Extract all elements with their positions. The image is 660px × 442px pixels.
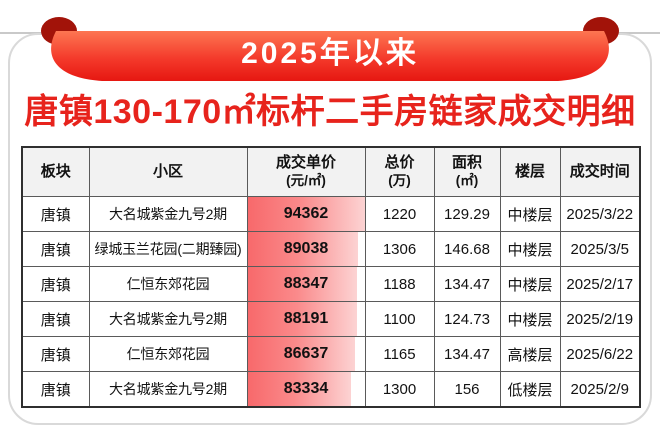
community-cell: 绿城玉兰花园(二期臻园) <box>88 231 248 267</box>
total-price-cell: 1306 <box>364 231 435 267</box>
unit-price-wrap: 89038 <box>247 232 365 266</box>
date-cell: 2025/2/9 <box>559 371 641 408</box>
block-cell: 唐镇 <box>21 266 90 302</box>
unit-price-value: 88347 <box>283 275 329 292</box>
transactions-table: 板块 小区 成交单价 (元/㎡) 总价 (万) 面积 (㎡) 楼层 成交时间 唐镇 大名… <box>21 146 641 408</box>
community-cell: 大名城紫金九号2期 <box>88 371 248 408</box>
header-floor: 楼层 <box>499 146 561 197</box>
ribbon-banner: 2025年以来 <box>40 10 620 88</box>
community-cell: 仁恒东郊花园 <box>88 336 248 372</box>
header-date-label: 成交时间 <box>569 162 630 180</box>
block-cell: 唐镇 <box>21 231 90 267</box>
block-cell: 唐镇 <box>21 336 90 372</box>
header-unit-price-unit: (元/㎡) <box>286 172 326 188</box>
area-cell: 134.47 <box>433 336 501 372</box>
unit-price-value: 86637 <box>283 345 329 362</box>
date-cell: 2025/2/17 <box>559 266 641 302</box>
area-cell: 156 <box>433 371 501 408</box>
ribbon-shape <box>41 17 619 81</box>
total-price-cell: 1188 <box>364 266 435 302</box>
table-container: 板块 小区 成交单价 (元/㎡) 总价 (万) 面积 (㎡) 楼层 成交时间 唐镇 大名… <box>21 146 641 408</box>
date-cell: 2025/3/5 <box>559 231 641 267</box>
price-data-bar <box>247 267 357 301</box>
area-cell: 146.68 <box>433 231 501 267</box>
price-data-bar <box>247 337 355 371</box>
unit-price-value: 94362 <box>283 205 329 222</box>
area-cell: 129.29 <box>433 196 501 232</box>
floor-cell: 中楼层 <box>499 266 561 302</box>
table-row: 唐镇 仁恒东郊花园 88347 1188 134.47 中楼层 2025/2/17 <box>21 266 641 302</box>
header-unit-price: 成交单价 (元/㎡) <box>246 146 366 197</box>
community-cell: 大名城紫金九号2期 <box>88 196 248 232</box>
community-cell: 仁恒东郊花园 <box>88 266 248 302</box>
total-price-cell: 1220 <box>364 196 435 232</box>
floor-cell: 中楼层 <box>499 231 561 267</box>
price-data-bar <box>247 372 351 406</box>
header-total-price-unit: (万) <box>388 172 411 188</box>
floor-cell: 中楼层 <box>499 301 561 337</box>
area-cell: 124.73 <box>433 301 501 337</box>
table-row: 唐镇 仁恒东郊花园 86637 1165 134.47 高楼层 2025/6/22 <box>21 336 641 372</box>
price-data-bar <box>247 302 357 336</box>
community-cell: 大名城紫金九号2期 <box>88 301 248 337</box>
unit-price-cell: 83334 <box>246 371 366 408</box>
header-unit-price-label: 成交单价 <box>275 154 336 172</box>
block-cell: 唐镇 <box>21 301 90 337</box>
total-price-cell: 1100 <box>364 301 435 337</box>
unit-price-wrap: 94362 <box>247 197 365 231</box>
header-floor-label: 楼层 <box>514 162 545 180</box>
block-cell: 唐镇 <box>21 371 90 408</box>
unit-price-wrap: 88191 <box>247 302 365 336</box>
date-cell: 2025/3/22 <box>559 196 641 232</box>
floor-cell: 低楼层 <box>499 371 561 408</box>
header-date: 成交时间 <box>559 146 641 197</box>
banner-title: 2025年以来 <box>241 37 419 70</box>
unit-price-wrap: 86637 <box>247 337 365 371</box>
header-area-unit: (㎡) <box>455 172 479 188</box>
page-title: 唐镇130-170㎡标杆二手房链家成交明细 <box>24 93 636 131</box>
table-row: 唐镇 大名城紫金九号2期 88191 1100 124.73 中楼层 2025/2/19 <box>21 301 641 337</box>
date-cell: 2025/6/22 <box>559 336 641 372</box>
table-row: 唐镇 大名城紫金九号2期 94362 1220 129.29 中楼层 2025/3/22 <box>21 196 641 232</box>
table-row: 唐镇 绿城玉兰花园(二期臻园) 89038 1306 146.68 中楼层 2025/3/5 <box>21 231 641 267</box>
header-area: 面积 (㎡) <box>433 146 501 197</box>
table-header-row: 板块 小区 成交单价 (元/㎡) 总价 (万) 面积 (㎡) 楼层 成交时间 <box>21 146 641 197</box>
header-total-price-label: 总价 <box>384 154 415 172</box>
unit-price-cell: 94362 <box>246 196 366 232</box>
header-block-label: 板块 <box>40 162 71 180</box>
block-cell: 唐镇 <box>21 196 90 232</box>
header-community: 小区 <box>88 146 248 197</box>
ribbon-body <box>51 31 609 81</box>
header-area-label: 面积 <box>451 154 482 172</box>
unit-price-cell: 88191 <box>246 301 366 337</box>
header-community-label: 小区 <box>152 162 183 180</box>
floor-cell: 中楼层 <box>499 196 561 232</box>
unit-price-value: 83334 <box>283 380 329 397</box>
area-cell: 134.47 <box>433 266 501 302</box>
date-cell: 2025/2/19 <box>559 301 641 337</box>
price-data-bar <box>247 197 365 231</box>
total-price-cell: 1300 <box>364 371 435 408</box>
unit-price-cell: 89038 <box>246 231 366 267</box>
header-total-price: 总价 (万) <box>364 146 435 197</box>
unit-price-value: 88191 <box>283 310 329 327</box>
price-data-bar <box>247 232 358 266</box>
header-block: 板块 <box>21 146 90 197</box>
unit-price-value: 89038 <box>283 240 329 257</box>
unit-price-wrap: 83334 <box>247 372 365 406</box>
unit-price-cell: 88347 <box>246 266 366 302</box>
unit-price-wrap: 88347 <box>247 267 365 301</box>
total-price-cell: 1165 <box>364 336 435 372</box>
unit-price-cell: 86637 <box>246 336 366 372</box>
table-row: 唐镇 大名城紫金九号2期 83334 1300 156 低楼层 2025/2/9 <box>21 371 641 408</box>
table-body: 唐镇 大名城紫金九号2期 94362 1220 129.29 中楼层 2025/3/22 唐镇… <box>21 196 641 408</box>
floor-cell: 高楼层 <box>499 336 561 372</box>
